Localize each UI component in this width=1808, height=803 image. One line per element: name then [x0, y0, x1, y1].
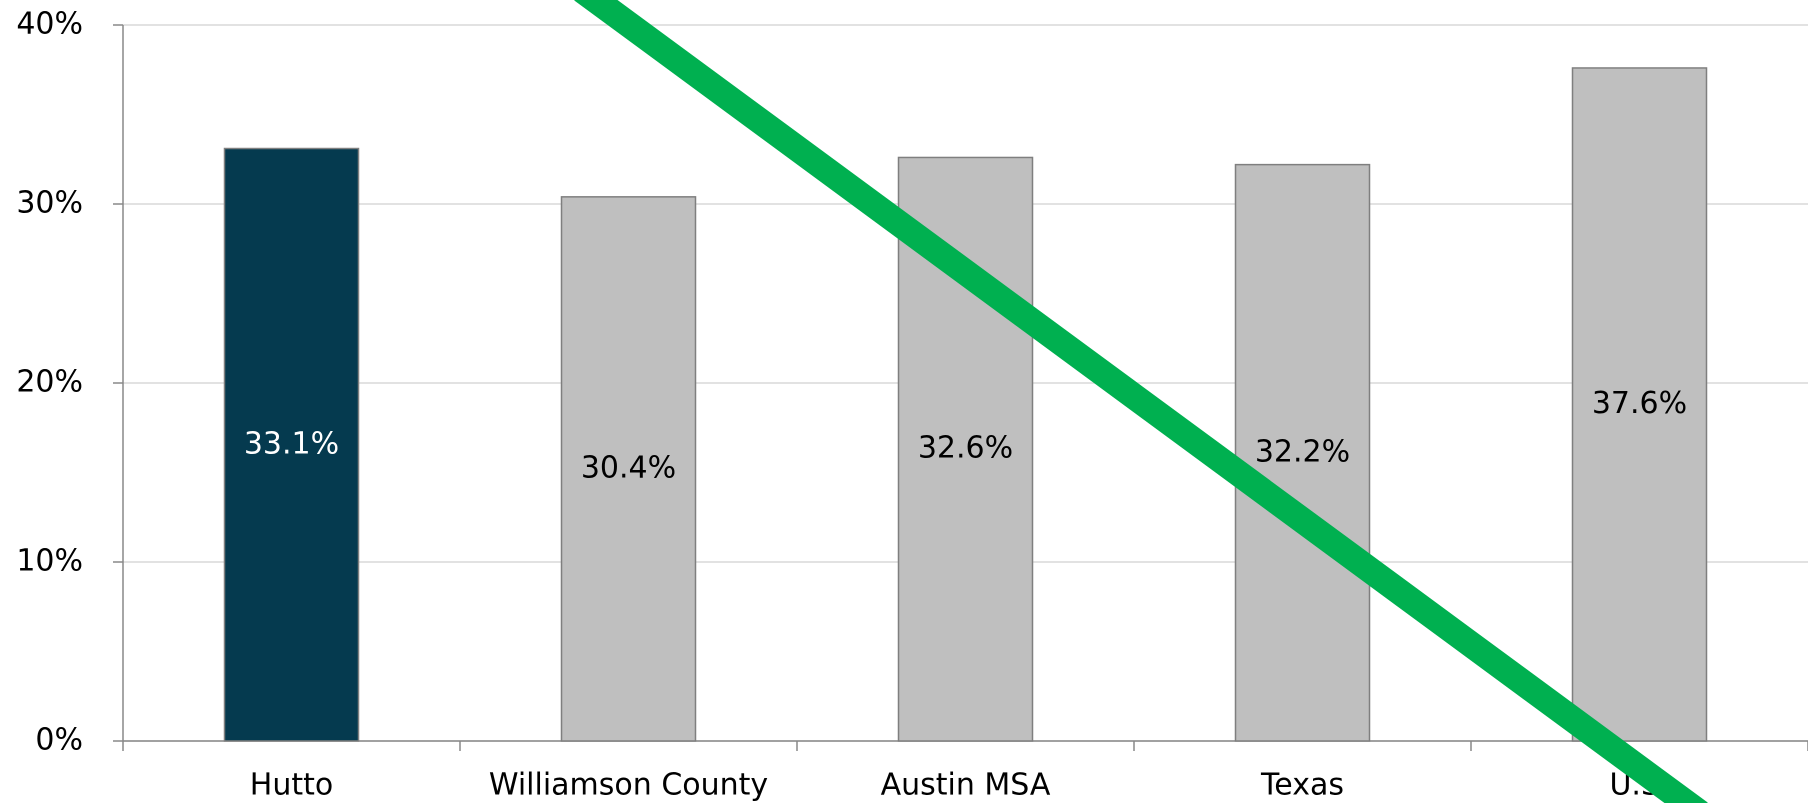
y-tick-label: 0%: [35, 723, 83, 758]
x-tick-label: Williamson County: [489, 768, 768, 803]
y-tick-label: 40%: [16, 7, 83, 42]
data-label: 33.1%: [244, 426, 339, 461]
data-label: 30.4%: [581, 450, 676, 485]
data-label: 32.2%: [1255, 434, 1350, 469]
bar: [1571, 67, 1708, 742]
bar: [223, 147, 360, 742]
y-tick-label: 30%: [16, 186, 83, 221]
bar: [1234, 163, 1371, 742]
data-label: 32.6%: [918, 431, 1013, 466]
y-tick-label: 10%: [16, 544, 83, 579]
x-tick-label: Austin MSA: [881, 768, 1051, 803]
x-tick-label: Texas: [1260, 768, 1344, 803]
x-tick-label: Hutto: [250, 768, 333, 803]
y-tick-label: 20%: [16, 365, 83, 400]
bar: [560, 196, 697, 742]
annotation-strike: [574, 0, 1708, 803]
data-label: 37.6%: [1592, 386, 1687, 421]
